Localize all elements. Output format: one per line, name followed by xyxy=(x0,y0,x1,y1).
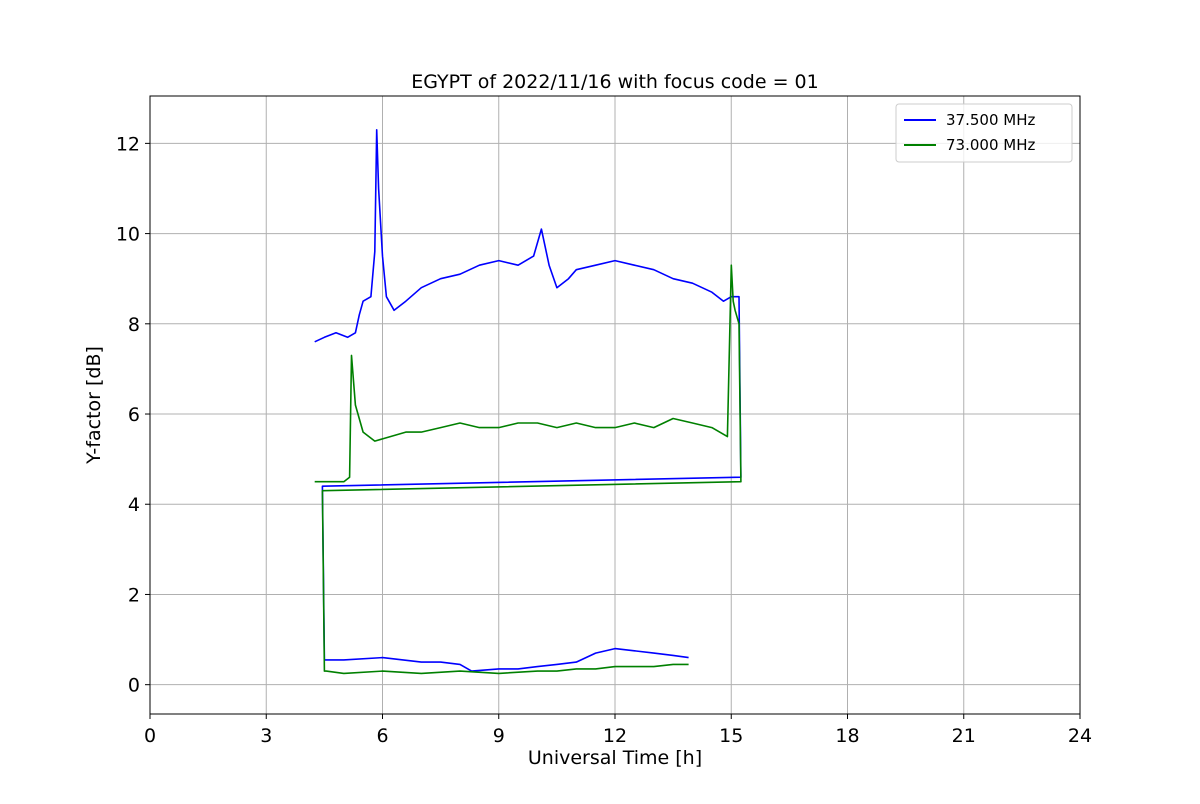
legend-label-1: 37.500 MHz xyxy=(946,111,1035,129)
y-axis-label: Y-factor [dB] xyxy=(83,346,105,465)
x-tick-label: 18 xyxy=(835,725,859,747)
chart-title: EGYPT of 2022/11/16 with focus code = 01 xyxy=(411,71,818,93)
x-tick-label: 21 xyxy=(952,725,976,747)
x-tick-label: 6 xyxy=(376,725,388,747)
legend-label-2: 73.000 MHz xyxy=(946,136,1035,154)
series-line-1 xyxy=(314,129,742,672)
x-tick-label: 0 xyxy=(144,725,156,747)
x-axis-label: Universal Time [h] xyxy=(528,747,702,769)
series-layer xyxy=(314,129,742,675)
y-tick-label: 0 xyxy=(128,675,140,697)
x-tick-label: 15 xyxy=(719,725,743,747)
legend: 37.500 MHz 73.000 MHz xyxy=(895,103,1073,163)
y-tick-label: 2 xyxy=(128,584,140,606)
y-tick-label: 4 xyxy=(128,494,140,516)
y-tick-label: 6 xyxy=(128,404,140,426)
x-tick-label: 12 xyxy=(603,725,627,747)
y-tick-label: 12 xyxy=(116,133,140,155)
y-tick-label: 8 xyxy=(128,314,140,336)
y-tick-label: 10 xyxy=(116,224,140,246)
series-line-2 xyxy=(314,264,742,675)
x-tick-label: 3 xyxy=(260,725,272,747)
x-tick-label: 9 xyxy=(493,725,505,747)
x-tick-label: 24 xyxy=(1068,725,1092,747)
legend-box xyxy=(895,103,1073,163)
